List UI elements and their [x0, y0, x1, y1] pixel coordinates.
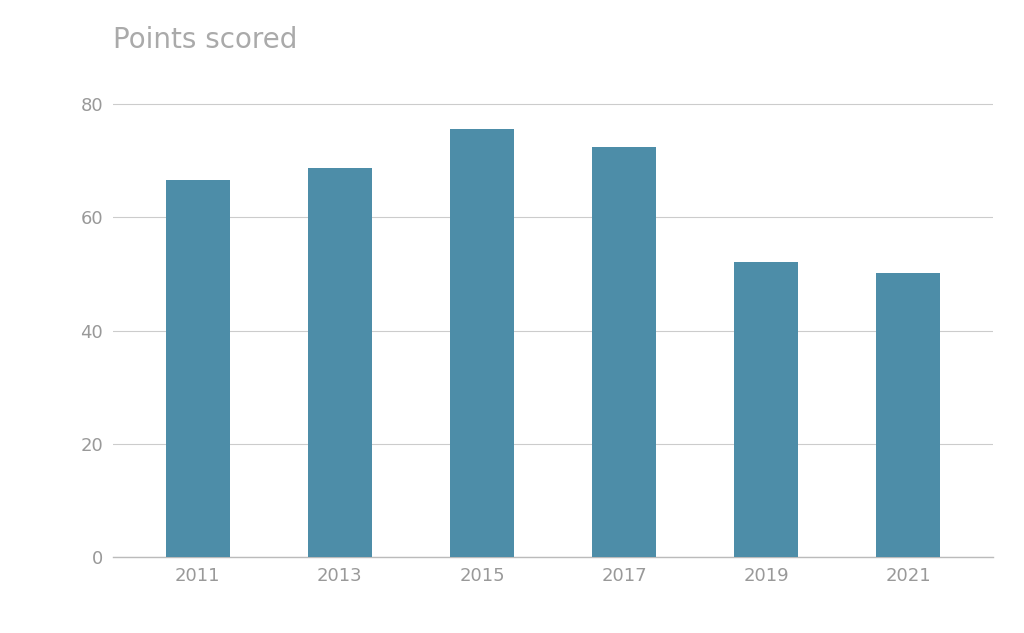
- Bar: [877, 273, 940, 557]
- Bar: [450, 129, 514, 557]
- Bar: [734, 261, 798, 557]
- Bar: [166, 180, 229, 557]
- Bar: [308, 168, 372, 557]
- Bar: [592, 147, 656, 557]
- Text: Points scored: Points scored: [113, 26, 297, 54]
